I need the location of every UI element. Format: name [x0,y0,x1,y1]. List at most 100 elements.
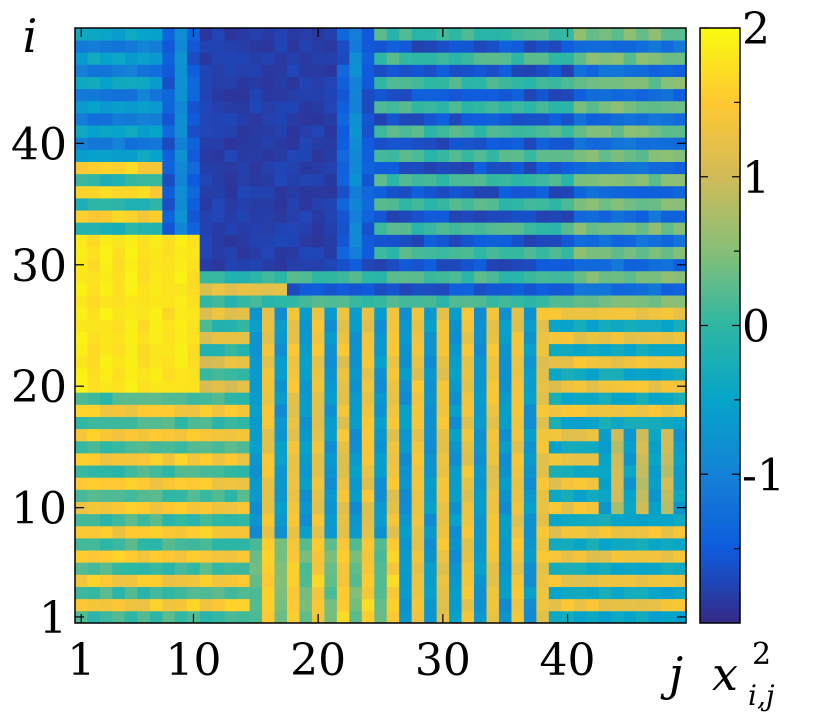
heatmap-cell [623,586,637,600]
heatmap-cell [311,246,325,260]
heatmap-cell [311,392,325,405]
heatmap-cell [137,40,151,53]
heatmap-cell [573,100,587,114]
heatmap-cell [648,234,662,247]
heatmap-cell [586,380,600,393]
heatmap-cell [661,113,674,126]
heatmap-cell [498,125,512,138]
heatmap-cell [87,392,101,405]
heatmap-cell [636,125,649,138]
heatmap-cell [75,465,88,478]
heatmap-cell [424,161,438,175]
heatmap-cell [411,283,425,296]
heatmap-cell [311,404,325,417]
heatmap-cell [237,173,250,187]
heatmap-cell [299,550,313,563]
heatmap-cell [511,125,525,138]
heatmap-cell [361,234,375,247]
heatmap-cell [598,283,612,296]
colorbar-segment [700,513,740,520]
heatmap-cell [336,88,350,102]
heatmap-cell [149,513,163,527]
heatmap-cell [449,392,462,405]
heatmap-cell [374,501,388,515]
heatmap-cell [461,137,475,150]
heatmap-cell [598,343,612,357]
heatmap-cell [361,501,375,515]
heatmap-cell [311,550,325,563]
heatmap-cell [648,283,662,296]
heatmap-cell [561,149,575,162]
heatmap-cell [324,489,338,502]
heatmap-cell [598,574,612,587]
colorbar-segment [700,583,740,589]
heatmap-cell [224,40,238,53]
heatmap-cell [87,453,101,466]
heatmap-cell [212,40,226,53]
heatmap-cell [286,185,300,199]
heatmap-cell [237,392,250,405]
heatmap-cell [511,355,525,369]
heatmap-cell [286,610,300,624]
colorbar-segment [700,365,740,371]
heatmap-cell [623,137,637,150]
heatmap-cell [536,125,550,138]
heatmap-cell [486,440,500,454]
heatmap-cell [523,52,537,65]
heatmap-cell [536,501,550,515]
heatmap-cell [461,404,475,417]
heatmap-cell [586,258,600,272]
heatmap-cell [336,513,350,527]
heatmap-cell [586,173,600,187]
heatmap-cell [536,40,550,53]
colorbar-segment [700,558,740,564]
colorbar-segment [700,52,740,59]
heatmap-cell [124,52,138,65]
heatmap-cell [174,392,188,405]
heatmap-cell [611,258,625,272]
heatmap-cell [124,331,138,345]
colorbar-segment [700,196,740,203]
heatmap-cell [661,610,674,624]
heatmap-cell [411,343,425,357]
heatmap-cell [523,513,537,527]
heatmap-cell [299,477,313,490]
heatmap-cell [311,428,325,442]
heatmap-cell [511,331,525,345]
heatmap-cell [149,416,163,430]
heatmap-cell [336,574,350,587]
heatmap-cell [112,234,126,247]
heatmap-cell [673,598,687,612]
colorbar-segment [700,419,740,426]
heatmap-cell [424,40,438,53]
heatmap-cell [87,185,101,199]
heatmap-cell [349,283,363,296]
heatmap-cell [199,562,213,575]
heatmap-cell [286,88,300,102]
heatmap-cell [511,198,525,211]
heatmap-cell [75,270,88,284]
heatmap-cell [461,574,475,587]
heatmap-cell [474,198,487,211]
heatmap-cell [149,562,163,575]
heatmap-cell [386,562,400,575]
heatmap-cell [623,185,637,199]
heatmap-cell [436,501,450,515]
heatmap-cell [336,416,350,430]
heatmap-cell [536,295,550,308]
heatmap-cell [386,550,400,563]
heatmap-cell [636,319,649,332]
heatmap-cell [75,574,88,587]
heatmap-cell [212,100,226,114]
heatmap-cell [498,258,512,272]
heatmap-cell [274,440,288,454]
heatmap-cell [399,258,413,272]
heatmap-cell [99,137,113,150]
colorbar-segment [700,231,740,237]
heatmap-cell [112,76,126,90]
heatmap-cell [361,368,375,381]
heatmap-cell [75,234,88,247]
heatmap-cell [249,234,263,247]
heatmap-cell [87,295,101,308]
heatmap-cell [336,331,350,345]
